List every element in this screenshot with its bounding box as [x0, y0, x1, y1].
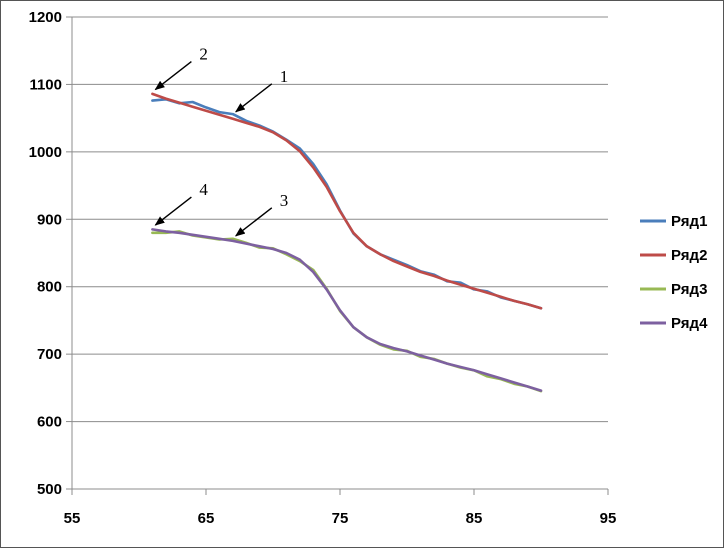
- gridlines: [72, 16, 608, 423]
- y-tick-label: 1000: [29, 144, 62, 161]
- x-tick-label: 65: [198, 510, 215, 527]
- annotation-label: 4: [199, 180, 208, 199]
- y-tick-label: 600: [37, 414, 62, 431]
- legend-label: Ряд1: [671, 213, 707, 230]
- y-tick-label: 500: [37, 481, 62, 498]
- x-tick-label: 95: [600, 510, 617, 527]
- y-tick-label: 800: [37, 279, 62, 296]
- series-line-1: [151, 98, 543, 310]
- legend-label: Ряд2: [671, 247, 707, 264]
- x-tick-label: 75: [332, 510, 349, 527]
- annotation-arrow: [154, 60, 192, 91]
- series-line-3: [151, 230, 543, 393]
- y-tick-label: 1200: [29, 9, 62, 26]
- legend: Ряд1 Ряд2 Ряд3 Ряд4: [640, 213, 708, 332]
- annotation-arrow: [235, 207, 273, 237]
- annotation-label: 3: [280, 191, 289, 210]
- y-tick-label: 1100: [29, 76, 62, 93]
- annotation-arrow: [154, 196, 192, 226]
- legend-label: Ряд3: [671, 281, 707, 298]
- annotations: 2 1 4 3: [154, 45, 289, 237]
- x-tick-label: 85: [466, 510, 483, 527]
- series-line-4: [151, 228, 543, 392]
- annotation-arrow: [235, 83, 273, 113]
- series-lines: [151, 92, 543, 393]
- x-tick-label: 55: [64, 510, 81, 527]
- legend-label: Ряд4: [671, 315, 708, 332]
- series-line-2: [151, 92, 543, 310]
- y-tick-label: 900: [37, 211, 62, 228]
- y-tick-label: 700: [37, 346, 62, 363]
- annotation-label: 1: [280, 67, 289, 86]
- annotation-label: 2: [199, 45, 208, 64]
